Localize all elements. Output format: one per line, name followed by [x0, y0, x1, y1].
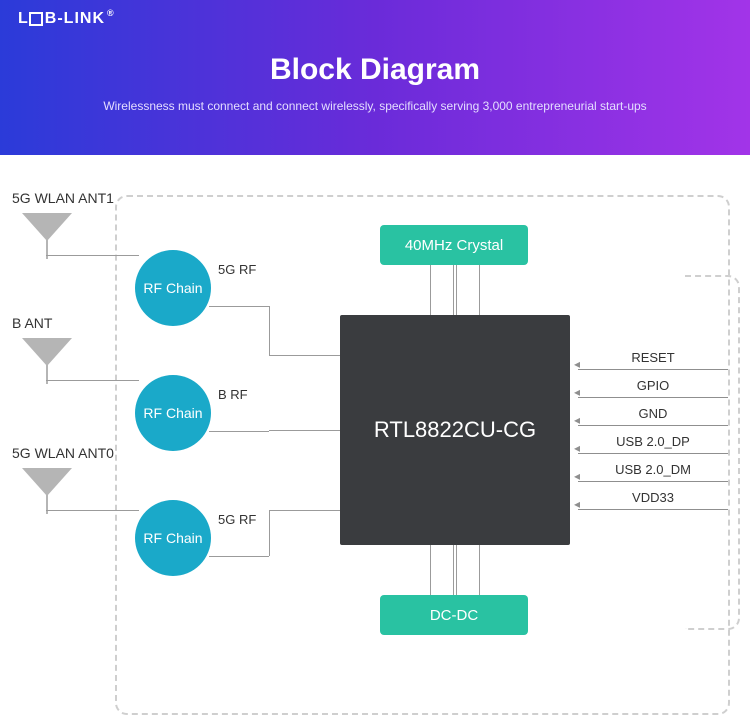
logo-text-l: L	[18, 10, 29, 28]
pin-arrow-icon-3: ◂	[574, 441, 580, 455]
brand-logo: L B-LINK®	[18, 10, 113, 28]
pin-reset: RESET	[578, 350, 728, 370]
rf-link-label-2: 5G RF	[218, 512, 256, 527]
antenna-label-2: 5G WLAN ANT0	[12, 445, 114, 461]
dcdc-block: DC-DC	[380, 595, 528, 635]
ant-to-rf-wire-2	[46, 510, 139, 511]
rf-wire-v-2	[269, 510, 270, 556]
pin-arrow-icon-4: ◂	[574, 469, 580, 483]
rf-wire-h1-2	[209, 556, 269, 557]
rf-wire-v-0	[269, 306, 270, 355]
pin-vdd33: VDD33	[578, 490, 728, 510]
rf-wire-h1-0	[209, 306, 269, 307]
pin-usb-2-0-dm: USB 2.0_DM	[578, 462, 728, 482]
antenna-icon-1	[22, 338, 72, 384]
antenna-label-0: 5G WLAN ANT1	[12, 190, 114, 206]
pin-gpio: GPIO	[578, 378, 728, 398]
ant-to-rf-wire-0	[46, 255, 139, 256]
rf-chain-2: RF Chain	[135, 500, 211, 576]
antenna-label-1: B ANT	[12, 315, 52, 331]
rf-wire-h1-1	[209, 431, 269, 432]
pin-arrow-icon-1: ◂	[574, 385, 580, 399]
pin-gnd: GND	[578, 406, 728, 426]
logo-text-rest: B-LINK	[45, 10, 105, 28]
rf-chain-0: RF Chain	[135, 250, 211, 326]
rf-link-label-1: B RF	[218, 387, 248, 402]
header: LB-LINK® Block Diagram Wirelessness must…	[0, 0, 750, 155]
dcdc-label: DC-DC	[430, 607, 478, 624]
crystal-conn-left	[430, 265, 454, 315]
dcdc-conn-right	[456, 545, 480, 595]
pin-arrow-icon-2: ◂	[574, 413, 580, 427]
pin-usb-2-0-dp: USB 2.0_DP	[578, 434, 728, 454]
dcdc-conn-left	[430, 545, 454, 595]
main-chip-label: RTL8822CU-CG	[374, 417, 536, 443]
crystal-conn-right	[456, 265, 480, 315]
rf-wire-h2-1	[269, 430, 340, 431]
logo-box-icon	[29, 12, 43, 26]
rf-wire-h2-2	[269, 510, 340, 511]
antenna-icon-0	[22, 213, 72, 259]
diagram-canvas: 5G WLAN ANT1 B ANT 5G WLAN ANT0 RF Chain 5G…	[0, 155, 750, 725]
rf-chain-1: RF Chain	[135, 375, 211, 451]
pin-arrow-icon-0: ◂	[574, 357, 580, 371]
main-chip: RTL8822CU-CG	[340, 315, 570, 545]
pin-arrow-icon-5: ◂	[574, 497, 580, 511]
antenna-icon-2	[22, 468, 72, 514]
crystal-block: 40MHz Crystal	[380, 225, 528, 265]
page-subtitle: Wirelessness must connect and connect wi…	[0, 87, 750, 113]
rf-link-label-0: 5G RF	[218, 262, 256, 277]
logo-reg: ®	[107, 8, 115, 18]
crystal-label: 40MHz Crystal	[405, 237, 503, 254]
ant-to-rf-wire-1	[46, 380, 139, 381]
rf-wire-h2-0	[269, 355, 340, 356]
